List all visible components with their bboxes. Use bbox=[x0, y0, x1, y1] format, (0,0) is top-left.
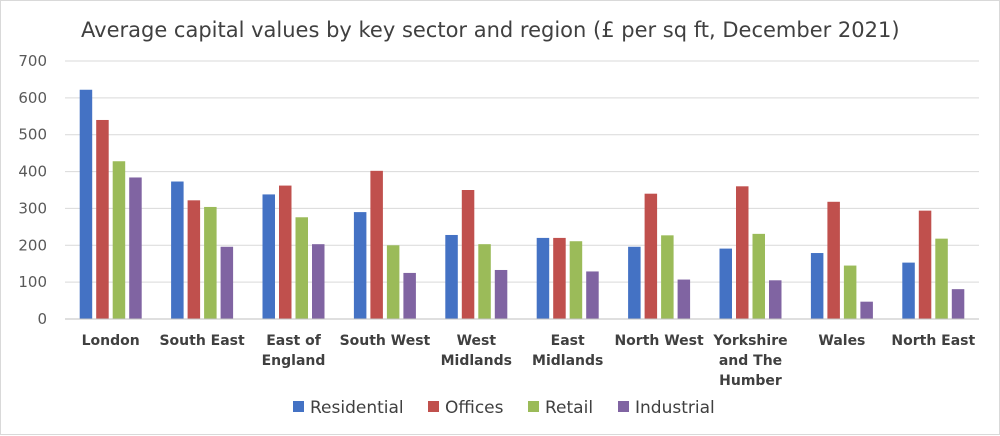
x-tick-label-line: and The bbox=[719, 353, 782, 369]
x-tick-label: East Midlands bbox=[532, 333, 603, 369]
x-axis-tick-labels: London South East East of England South West… bbox=[82, 333, 976, 389]
x-tick-label: South East bbox=[159, 333, 245, 349]
legend: Residential Offices Retail Industrial bbox=[293, 398, 715, 418]
bar-residential bbox=[445, 234, 458, 319]
bar-residential bbox=[810, 253, 824, 319]
y-tick-label: 700 bbox=[18, 52, 47, 70]
legend-label-offices: Offices bbox=[445, 398, 504, 418]
bar-offices bbox=[736, 186, 749, 319]
bar-industrial bbox=[860, 301, 873, 319]
x-tick-label: London bbox=[82, 333, 140, 349]
bar-industrial bbox=[586, 271, 599, 319]
bar-offices bbox=[918, 210, 932, 319]
bar-retail bbox=[935, 238, 948, 319]
bar-offices bbox=[644, 193, 658, 319]
bar-residential bbox=[719, 248, 732, 319]
x-tick-label-line: Midlands bbox=[441, 353, 512, 369]
x-tick-label-line: Wales bbox=[818, 333, 865, 349]
chart-title: Average capital values by key sector and… bbox=[81, 18, 900, 42]
x-tick-label-line: East bbox=[551, 333, 585, 349]
legend-swatch-residential bbox=[293, 401, 304, 412]
bar-residential bbox=[902, 262, 915, 319]
x-tick-label: South West bbox=[340, 333, 431, 349]
bar-industrial bbox=[220, 246, 234, 319]
bar-industrial bbox=[677, 279, 691, 319]
legend-swatch-offices bbox=[428, 401, 439, 412]
bar-offices bbox=[279, 185, 292, 319]
legend-label-industrial: Industrial bbox=[635, 398, 715, 418]
x-tick-label: East of England bbox=[262, 333, 326, 369]
bar-offices bbox=[96, 119, 109, 319]
bar-retail bbox=[295, 217, 308, 319]
y-axis-tick-labels: 0 100 200 300 400 500 600 700 bbox=[18, 52, 47, 328]
x-tick-label-line: West bbox=[457, 333, 497, 349]
bar-industrial bbox=[769, 280, 782, 319]
bar-retail bbox=[112, 161, 126, 319]
bar-retail bbox=[569, 241, 583, 319]
x-tick-label-line: North West bbox=[614, 333, 704, 349]
y-tick-label: 400 bbox=[18, 163, 47, 181]
x-tick-label-line: London bbox=[82, 333, 140, 349]
legend-swatch-retail bbox=[528, 401, 539, 412]
x-tick-label: North West bbox=[614, 333, 704, 349]
bar-residential bbox=[171, 181, 184, 319]
y-tick-label: 0 bbox=[37, 310, 47, 328]
y-tick-label: 100 bbox=[18, 273, 47, 291]
x-tick-label-line: Humber bbox=[719, 373, 782, 389]
bar-industrial bbox=[951, 289, 965, 319]
gridlines bbox=[65, 60, 979, 283]
legend-label-residential: Residential bbox=[310, 398, 404, 418]
x-tick-label-line: South West bbox=[340, 333, 431, 349]
y-tick-label: 200 bbox=[18, 236, 47, 254]
legend-label-retail: Retail bbox=[545, 398, 593, 418]
bar-offices bbox=[827, 201, 840, 319]
bar-retail bbox=[843, 265, 857, 319]
x-tick-label-line: North East bbox=[891, 333, 975, 349]
bar-industrial bbox=[403, 272, 416, 319]
y-tick-label: 600 bbox=[18, 89, 47, 107]
y-tick-label: 300 bbox=[18, 199, 47, 217]
x-tick-label-line: East of bbox=[266, 333, 322, 349]
bar-retail bbox=[752, 233, 765, 319]
bar-offices bbox=[461, 190, 475, 319]
x-tick-label-line: England bbox=[262, 353, 326, 369]
bar-residential bbox=[79, 89, 93, 319]
x-tick-label-line: Midlands bbox=[532, 353, 603, 369]
bars bbox=[79, 89, 965, 319]
bar-residential bbox=[262, 194, 275, 319]
bar-residential bbox=[536, 237, 550, 319]
bar-industrial bbox=[129, 177, 142, 319]
x-tick-label: Yorkshire and The Humber bbox=[712, 333, 787, 389]
bar-offices bbox=[553, 237, 566, 319]
x-tick-label: West Midlands bbox=[441, 333, 512, 369]
bar-residential bbox=[628, 246, 641, 319]
bar-offices bbox=[187, 200, 201, 319]
bar-industrial bbox=[494, 269, 508, 319]
y-tick-label: 500 bbox=[18, 126, 47, 144]
bar-retail bbox=[661, 235, 674, 319]
bar-industrial bbox=[312, 244, 325, 319]
bar-residential bbox=[353, 212, 367, 319]
bar-retail bbox=[478, 244, 491, 319]
bar-retail bbox=[386, 245, 400, 319]
x-tick-label: North East bbox=[891, 333, 975, 349]
legend-swatch-industrial bbox=[618, 401, 629, 412]
x-tick-label-line: Yorkshire bbox=[712, 333, 787, 349]
x-tick-label: Wales bbox=[818, 333, 865, 349]
bar-retail bbox=[204, 206, 217, 319]
bar-offices bbox=[370, 170, 383, 319]
x-tick-label-line: South East bbox=[159, 333, 245, 349]
